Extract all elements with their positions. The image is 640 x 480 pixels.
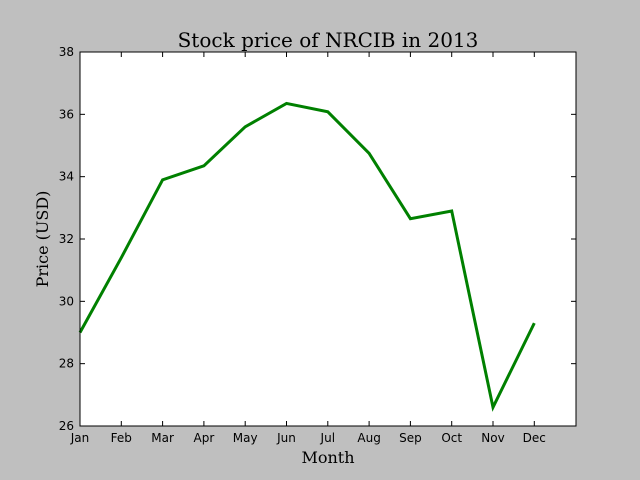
x-tick-label: Dec [523,431,546,445]
x-tick-label: Jul [320,431,335,445]
y-tick-label: 30 [59,294,74,308]
x-tick-label: Jan [70,431,90,445]
x-axis-ticks: Jan Feb Mar Apr May Jun Jul Aug Sep Oct Nov Dec [70,52,546,445]
y-tick-label: 28 [59,357,74,371]
y-tick-label: 36 [59,107,74,121]
x-tick-label: Jun [276,431,296,445]
x-tick-label: Mar [151,431,174,445]
x-tick-label: Oct [441,431,462,445]
y-tick-label: 32 [59,232,74,246]
x-tick-label: Apr [194,431,215,445]
x-tick-label: Sep [399,431,422,445]
plot-frame [79,51,577,427]
chart-title: Stock price of NRCIB in 2013 [178,28,479,52]
y-tick-label: 38 [59,45,74,59]
series-group [78,101,536,412]
y-tick-label: 34 [59,170,74,184]
plot-area [80,52,576,426]
x-tick-label: Nov [481,431,504,445]
x-tick-label: Feb [111,431,132,445]
x-tick-label: Aug [357,431,380,445]
y-axis-label: Price (USD) [33,191,52,288]
series-line [78,101,536,412]
x-tick-label: May [233,431,258,445]
x-axis-label: Month [301,448,354,467]
y-tick-label: 26 [59,419,74,433]
